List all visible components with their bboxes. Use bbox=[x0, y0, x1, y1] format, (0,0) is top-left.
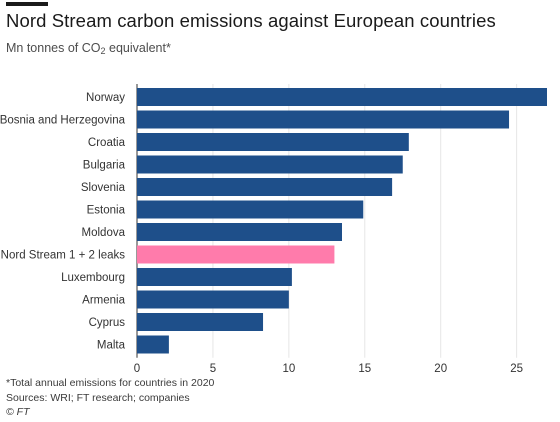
category-label: Malta bbox=[97, 340, 126, 352]
category-label: Bosnia and Herzegovina bbox=[0, 115, 126, 127]
chart-title: Nord Stream carbon emissions against Eur… bbox=[6, 10, 496, 31]
x-tick-label: 25 bbox=[510, 363, 523, 375]
category-label: Norway bbox=[86, 92, 125, 104]
bar bbox=[137, 200, 364, 219]
bar bbox=[137, 313, 264, 331]
category-label: Luxembourg bbox=[61, 272, 125, 284]
bar bbox=[137, 290, 289, 309]
bar bbox=[137, 268, 292, 286]
x-tick-label: 5 bbox=[210, 363, 216, 375]
x-tick-label: 20 bbox=[434, 363, 447, 375]
bar bbox=[137, 110, 510, 129]
x-tick-label: 0 bbox=[134, 363, 140, 375]
subtitle-subscript: 2 bbox=[100, 46, 106, 56]
bar bbox=[137, 88, 547, 106]
category-label: Cyprus bbox=[89, 317, 126, 329]
x-tick-label: 15 bbox=[358, 363, 371, 375]
bar bbox=[137, 133, 409, 151]
category-label: Moldova bbox=[82, 227, 126, 239]
bar bbox=[137, 178, 393, 196]
subtitle-main: Mn tonnes of CO bbox=[6, 41, 101, 55]
category-label: Bulgaria bbox=[83, 160, 126, 172]
category-label: Estonia bbox=[87, 205, 126, 217]
subtitle-tail: equivalent* bbox=[105, 41, 171, 55]
bar bbox=[137, 335, 169, 354]
sources-note: Sources: WRI; FT research; companies bbox=[6, 392, 190, 404]
footnote: *Total annual emissions for countries in… bbox=[6, 377, 215, 389]
header-rule bbox=[6, 2, 48, 6]
x-tick-label: 10 bbox=[282, 363, 295, 375]
category-label: Croatia bbox=[88, 137, 126, 149]
bar bbox=[137, 223, 342, 241]
category-label: Nord Stream 1 + 2 leaks bbox=[1, 250, 126, 262]
chart-subtitle: Mn tonnes of CO2 equivalent* bbox=[6, 41, 171, 56]
category-label: Armenia bbox=[82, 295, 125, 307]
bar bbox=[137, 155, 403, 174]
bar-highlight bbox=[137, 245, 335, 264]
credit-note: © FT bbox=[6, 406, 30, 418]
category-label: Slovenia bbox=[81, 182, 126, 194]
